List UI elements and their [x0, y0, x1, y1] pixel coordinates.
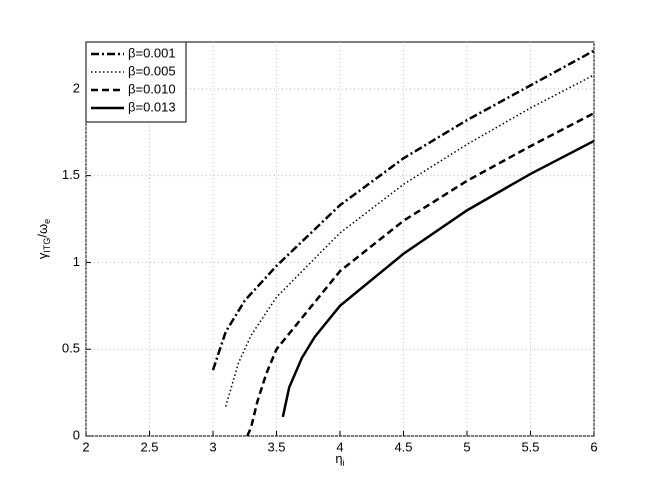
- x-tick-label: 3.5: [267, 439, 285, 454]
- legend-label: β=0.010: [128, 81, 176, 96]
- x-tick-label: 5: [463, 439, 470, 454]
- series-line: [211, 49, 595, 371]
- x-tick-label: 3: [209, 439, 216, 454]
- x-label-sub: i: [343, 458, 345, 468]
- x-tick-label: 2.5: [140, 439, 158, 454]
- y-tick-label: 1.5: [62, 167, 80, 182]
- y-tick-label: 0.5: [62, 341, 80, 356]
- x-tick-label: 5.5: [521, 439, 539, 454]
- series-line: [281, 139, 595, 418]
- y-tick-label: 2: [73, 80, 80, 95]
- x-tick-label: 6: [590, 439, 597, 454]
- y-label-sub2: e: [42, 219, 52, 224]
- legend-label: β=0.013: [128, 99, 176, 114]
- x-label-main: η: [335, 451, 342, 466]
- x-tick-label: 4.5: [394, 439, 412, 454]
- y-axis-label: γITG/ωe: [35, 219, 52, 259]
- legend-label: β=0.001: [128, 45, 176, 60]
- x-axis-label: ηi: [335, 451, 344, 468]
- y-tick-label: 0: [73, 427, 80, 442]
- legend-label: β=0.005: [128, 63, 176, 78]
- y-label-main2: /ω: [35, 224, 50, 238]
- series-line: [246, 112, 595, 437]
- y-label-sub: ITG: [42, 238, 52, 253]
- y-tick-label: 1: [73, 254, 80, 269]
- y-label-main: γ: [35, 252, 50, 259]
- x-tick-label: 4: [336, 439, 343, 454]
- x-tick-label: 2: [82, 439, 89, 454]
